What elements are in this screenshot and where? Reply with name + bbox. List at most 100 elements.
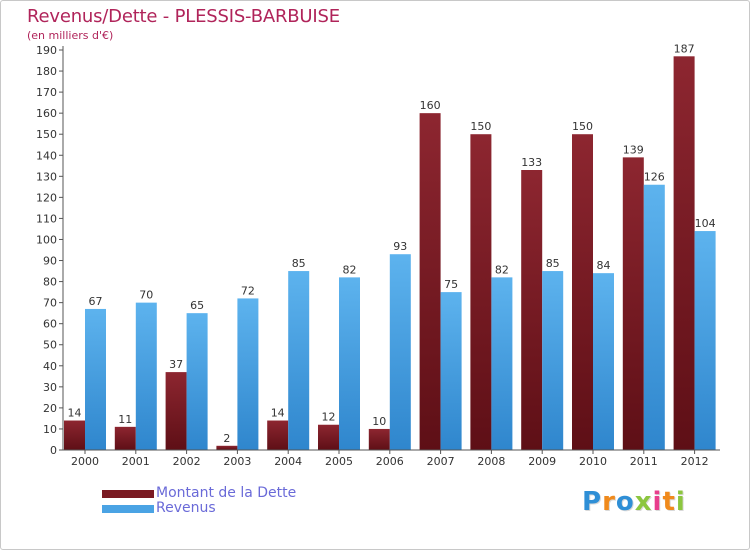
data-label-dette-2012: 187 xyxy=(674,42,695,55)
bar-dette-2005 xyxy=(318,424,339,450)
data-label-revenus-2002: 65 xyxy=(190,299,204,312)
legend-swatch-revenus xyxy=(102,504,154,513)
logo-letter: t xyxy=(662,487,676,517)
data-label-revenus-2004: 85 xyxy=(292,257,306,270)
proxiti-logo: Proxiti xyxy=(582,487,686,523)
bars xyxy=(64,56,716,451)
data-label-revenus-2000: 67 xyxy=(89,295,103,308)
chart-title: Revenus/Dette - PLESSIS-BARBUISE xyxy=(27,6,340,27)
x-tick-label: 2006 xyxy=(376,455,404,468)
data-label-dette-2003: 2 xyxy=(223,432,230,445)
y-tick-label: 60 xyxy=(43,318,57,331)
bar-dette-2007 xyxy=(419,113,441,450)
legend-label-dette: Montant de la Dette xyxy=(156,485,297,501)
bar-dette-2010 xyxy=(572,134,593,451)
bar-revenus-2009 xyxy=(542,271,564,450)
bar-revenus-2011 xyxy=(643,184,665,450)
x-tick-label: 2002 xyxy=(173,455,201,468)
data-labels: 14 67 11 70 37 65 2 72 14 85 12 82 10 93 160 75 150 82 133… xyxy=(68,42,716,444)
y-tick-label: 110 xyxy=(36,212,57,225)
x-tick-label: 2012 xyxy=(681,455,709,468)
legend-swatch-dette xyxy=(102,489,154,498)
data-label-revenus-2008: 82 xyxy=(495,263,509,276)
bar-dette-2012 xyxy=(673,56,695,450)
legend-label-revenus: Revenus xyxy=(156,500,216,516)
data-label-dette-2007: 160 xyxy=(420,99,441,112)
logo-letter: x xyxy=(634,487,653,517)
y-tick-label: 160 xyxy=(36,107,57,120)
data-label-revenus-2003: 72 xyxy=(241,284,255,297)
bar-dette-2003 xyxy=(216,445,238,450)
data-label-revenus-2001: 70 xyxy=(139,289,153,302)
legend-item-dette: Montant de la Dette xyxy=(102,486,296,501)
y-tick-label: 190 xyxy=(36,44,57,57)
y-tick-label: 130 xyxy=(36,170,57,183)
y-tick-label: 180 xyxy=(36,65,57,78)
x-tick-label: 2000 xyxy=(71,455,99,468)
y-tick-label: 0 xyxy=(50,444,57,457)
bar-revenus-2007 xyxy=(440,292,462,450)
data-label-dette-2009: 133 xyxy=(521,156,542,169)
bar-dette-2011 xyxy=(622,157,644,451)
y-tick-label: 120 xyxy=(36,191,57,204)
data-label-dette-2011: 139 xyxy=(623,143,644,156)
data-label-revenus-2012: 104 xyxy=(695,217,716,230)
y-tick-label: 40 xyxy=(43,360,57,373)
bar-dette-2008 xyxy=(470,134,492,451)
data-label-dette-2005: 12 xyxy=(322,411,336,424)
logo-letter: r xyxy=(602,487,616,517)
x-tick-label: 2005 xyxy=(325,455,353,468)
y-tick-label: 140 xyxy=(36,149,57,162)
bar-revenus-2002 xyxy=(186,313,208,450)
legend: Montant de la Dette Revenus xyxy=(102,486,296,516)
y-tick-label: 80 xyxy=(43,276,57,289)
logo-letter: i xyxy=(652,487,663,517)
bar-dette-2009 xyxy=(521,170,543,450)
bar-revenus-2006 xyxy=(389,254,411,450)
logo-letter: i xyxy=(675,487,686,517)
data-label-dette-2000: 14 xyxy=(68,407,82,420)
logo-letter: P xyxy=(582,487,603,517)
bar-revenus-2012 xyxy=(694,231,716,450)
bar-dette-2004 xyxy=(267,420,289,450)
y-axis: 0 10 20 30 40 50 60 70 80 90 100 110 120 130 140 150 160… xyxy=(36,44,64,457)
x-tick-label: 2003 xyxy=(223,455,251,468)
bar-revenus-2000 xyxy=(85,308,106,450)
x-tick-label: 2009 xyxy=(528,455,556,468)
bar-dette-2000 xyxy=(64,420,85,450)
data-label-revenus-2010: 84 xyxy=(597,259,611,272)
x-tick-label: 2008 xyxy=(477,455,505,468)
data-label-dette-2008: 150 xyxy=(470,120,491,133)
legend-item-revenus: Revenus xyxy=(102,501,296,516)
y-tick-label: 100 xyxy=(36,233,57,246)
data-label-dette-2010: 150 xyxy=(572,120,593,133)
data-label-revenus-2011: 126 xyxy=(644,171,665,184)
x-tick-label: 2011 xyxy=(630,455,658,468)
chart-subtitle: (en milliers d'€) xyxy=(27,29,114,42)
bar-revenus-2008 xyxy=(491,277,513,450)
bar-dette-2002 xyxy=(165,372,187,450)
data-label-revenus-2006: 93 xyxy=(393,240,407,253)
y-tick-label: 70 xyxy=(43,297,57,310)
x-tick-label: 2010 xyxy=(579,455,607,468)
x-tick-label: 2004 xyxy=(274,455,302,468)
logo-letter: o xyxy=(615,487,635,517)
data-label-dette-2001: 11 xyxy=(118,413,132,426)
y-tick-label: 150 xyxy=(36,128,57,141)
y-tick-label: 50 xyxy=(43,339,57,352)
x-axis: 2000 2001 2002 2003 2004 2005 2006 2007 2008 2009… xyxy=(63,449,720,468)
y-tick-label: 90 xyxy=(43,255,57,268)
bar-dette-2006 xyxy=(368,428,390,450)
bar-revenus-2010 xyxy=(593,273,614,450)
data-label-dette-2002: 37 xyxy=(169,358,183,371)
y-tick-label: 20 xyxy=(43,402,57,415)
data-label-dette-2006: 10 xyxy=(372,415,386,428)
bar-revenus-2001 xyxy=(135,302,157,450)
bar-dette-2001 xyxy=(114,426,136,450)
bar-revenus-2003 xyxy=(237,298,259,450)
data-label-dette-2004: 14 xyxy=(271,407,285,420)
x-tick-label: 2001 xyxy=(122,455,150,468)
y-tick-label: 10 xyxy=(43,423,57,436)
data-label-revenus-2007: 75 xyxy=(444,278,458,291)
